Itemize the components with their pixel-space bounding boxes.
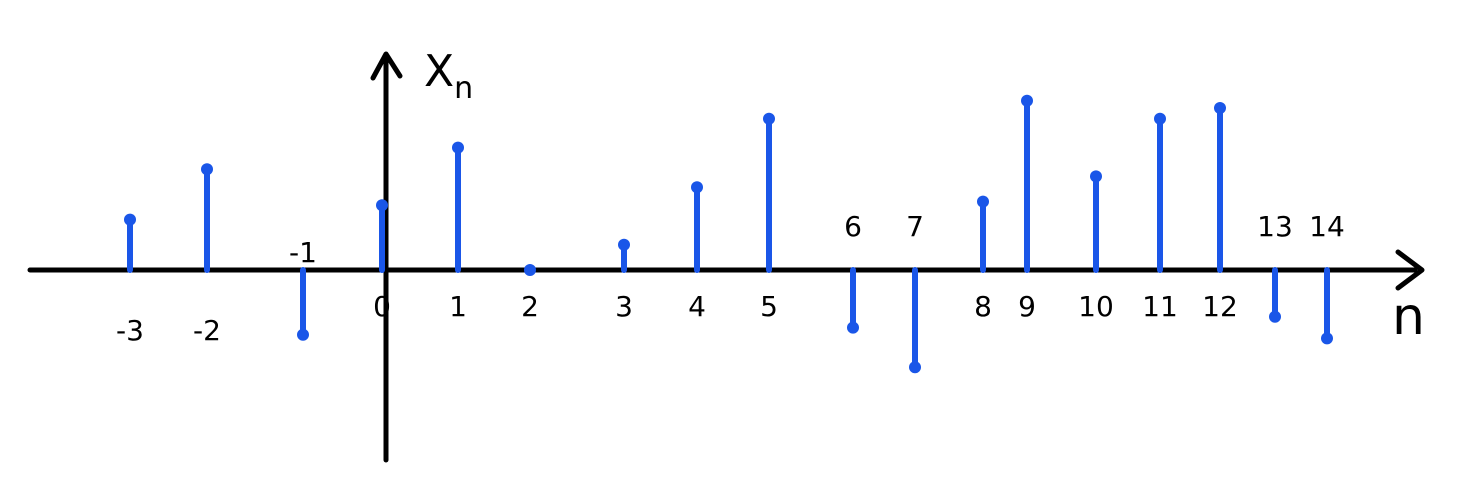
tick-label-1: 1 <box>449 290 467 323</box>
stem-point-13 <box>1269 310 1281 323</box>
stem-point-1 <box>452 141 464 154</box>
tick-label--1: -1 <box>289 236 317 269</box>
stem-point-6 <box>847 321 859 334</box>
tick-label-7: 7 <box>906 210 924 243</box>
stem-point-8 <box>977 195 989 208</box>
tick-label-8: 8 <box>974 290 992 323</box>
tick-label-6: 6 <box>844 210 862 243</box>
y-axis-label: Xn <box>424 46 473 106</box>
stem-point-3 <box>618 238 630 251</box>
tick-label-5: 5 <box>760 290 778 323</box>
tick-label-13: 13 <box>1257 210 1293 243</box>
stem-point-5 <box>763 112 775 125</box>
x-axis <box>27 249 1425 291</box>
stem-point-14 <box>1321 332 1333 345</box>
tick-label-11: 11 <box>1142 290 1178 323</box>
tick-label-10: 10 <box>1078 290 1114 323</box>
stem-point--2 <box>201 163 213 176</box>
stems <box>124 94 1333 374</box>
stem-point-2 <box>524 264 536 276</box>
tick-label--3: -3 <box>116 314 144 347</box>
tick-label-9: 9 <box>1018 290 1036 323</box>
stem-point-4 <box>691 181 703 194</box>
tick-label-3: 3 <box>615 290 633 323</box>
stem-point--3 <box>124 213 136 226</box>
stem-point--1 <box>297 328 309 341</box>
tick-label-0: 0 <box>373 290 391 323</box>
stem-point-11 <box>1154 112 1166 125</box>
y-axis-arrowhead <box>370 51 403 81</box>
tick-label--2: -2 <box>193 314 221 347</box>
stem-point-9 <box>1021 94 1033 107</box>
x-axis-arrowhead <box>1395 249 1425 291</box>
stem-point-0 <box>376 199 388 212</box>
stem-point-10 <box>1090 170 1102 183</box>
stem-point-7 <box>909 361 921 374</box>
tick-label-14: 14 <box>1309 210 1345 243</box>
tick-label-4: 4 <box>688 290 706 323</box>
tick-label-2: 2 <box>521 290 539 323</box>
x-axis-label: n <box>1392 287 1425 347</box>
y-axis <box>370 51 403 463</box>
stem-point-12 <box>1214 102 1226 114</box>
tick-label-12: 12 <box>1202 290 1238 323</box>
